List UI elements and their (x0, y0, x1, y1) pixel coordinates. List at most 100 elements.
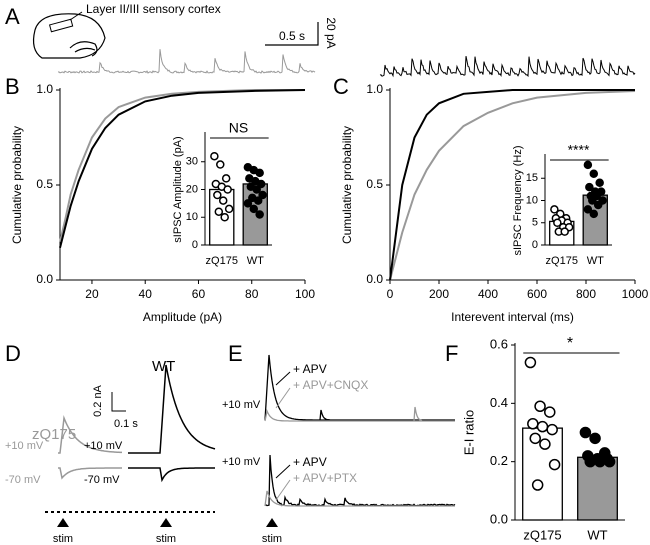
curve (59, 89, 306, 248)
stim-label: stim (262, 533, 282, 545)
brain-cartoon (32, 13, 106, 59)
data-point (589, 432, 601, 445)
data-point (210, 151, 219, 161)
significance-label: * (567, 335, 573, 352)
y-tick-label: 15 (526, 172, 538, 184)
voltage-label: +10 mV (222, 399, 261, 411)
y-tick-label: 10 (526, 194, 538, 206)
panel-letter: E (228, 341, 243, 366)
scale-label: 20 pA (324, 17, 338, 48)
data-point (213, 190, 222, 200)
x-tick-label: WT (247, 255, 264, 267)
x-tick-label: 400 (478, 287, 498, 301)
data-point (579, 426, 592, 439)
trace (57, 49, 316, 74)
data-point (531, 479, 544, 491)
scale-bar (111, 392, 126, 412)
y-tick-label: 1.0 (36, 82, 53, 96)
trace (264, 406, 455, 422)
trace (264, 354, 455, 421)
data-point (584, 455, 596, 468)
data-point (255, 210, 264, 219)
y-tick-label: 0.0 (36, 272, 53, 286)
data-point (546, 423, 558, 436)
y-axis-label: sIPSC Frequency (Hz) (512, 145, 524, 255)
x-tick-label: zQ175 (523, 527, 561, 542)
voltage-label: +10 mV (222, 456, 261, 468)
data-point (553, 218, 562, 227)
x-tick-label: 60 (192, 287, 206, 301)
arrow (275, 371, 291, 386)
x-tick-label: 200 (429, 287, 449, 301)
data-point (255, 168, 264, 178)
arrow (275, 387, 291, 409)
x-tick-label: 600 (527, 287, 547, 301)
voltage-label: -70 mV (5, 474, 41, 486)
y-tick-label: 1.0 (366, 82, 383, 96)
curve (389, 89, 636, 281)
y-tick-label: 0.5 (36, 177, 53, 191)
stim-marker (266, 518, 278, 527)
data-point (585, 182, 594, 192)
data-point (253, 196, 263, 205)
trace (379, 56, 636, 78)
data-point (214, 207, 224, 216)
scale-label: 0.5 s (279, 29, 305, 43)
data-point (221, 174, 231, 183)
panel-letter: A (5, 4, 20, 29)
data-point (252, 185, 261, 194)
x-tick-label: 100 (295, 287, 315, 301)
data-point (589, 169, 599, 179)
data-point (258, 190, 267, 200)
slice-box (48, 18, 74, 33)
y-tick-label: 0.6 (490, 336, 508, 351)
voltage-label: +10 mV (84, 440, 123, 452)
data-point (216, 160, 225, 169)
y-tick-label: 30 (186, 156, 198, 168)
data-point (539, 438, 551, 450)
x-tick-label: 40 (139, 287, 153, 301)
panel-letter: B (5, 74, 20, 99)
group-label: zQ175 (32, 426, 76, 443)
data-point (524, 356, 537, 369)
scale-bar (265, 22, 319, 46)
group-label: WT (152, 358, 175, 375)
significance-label: NS (229, 120, 248, 136)
stim-label: stim (156, 533, 176, 545)
trace (58, 415, 122, 454)
data-point (220, 213, 229, 222)
stim-label: stim (53, 533, 73, 545)
x-tick-label: 80 (245, 287, 259, 301)
x-axis-label: Amplitude (pA) (143, 310, 222, 324)
x-tick-label: 0 (387, 287, 394, 301)
data-point (583, 205, 593, 214)
data-point (594, 455, 606, 468)
data-point (536, 420, 549, 433)
scale-label: 0.1 s (114, 418, 138, 430)
data-point (544, 406, 556, 418)
condition-label: + APV+PTX (293, 471, 357, 485)
voltage-label: -70 mV (84, 474, 120, 486)
x-tick-label: 20 (85, 287, 99, 301)
data-point (243, 199, 253, 208)
y-tick-label: 0 (192, 239, 198, 251)
panel-letter: D (5, 341, 21, 366)
scale-label: 0.2 nA (92, 384, 104, 416)
y-axis-label: sIPSC Amplitude (pA) (172, 136, 184, 242)
y-tick-label: 20 (186, 183, 198, 195)
x-tick-label: zQ175 (206, 255, 238, 267)
data-point (249, 204, 259, 214)
panel-letter: F (445, 341, 458, 366)
y-tick-label: 0.4 (490, 395, 508, 410)
arrow (275, 479, 291, 501)
stim-marker (160, 518, 172, 527)
data-point (589, 209, 599, 219)
significance-label: **** (568, 142, 590, 158)
data-point (550, 205, 559, 214)
y-tick-label: 5 (532, 217, 538, 229)
data-point (529, 432, 541, 445)
y-tick-label: 0.0 (366, 272, 383, 286)
